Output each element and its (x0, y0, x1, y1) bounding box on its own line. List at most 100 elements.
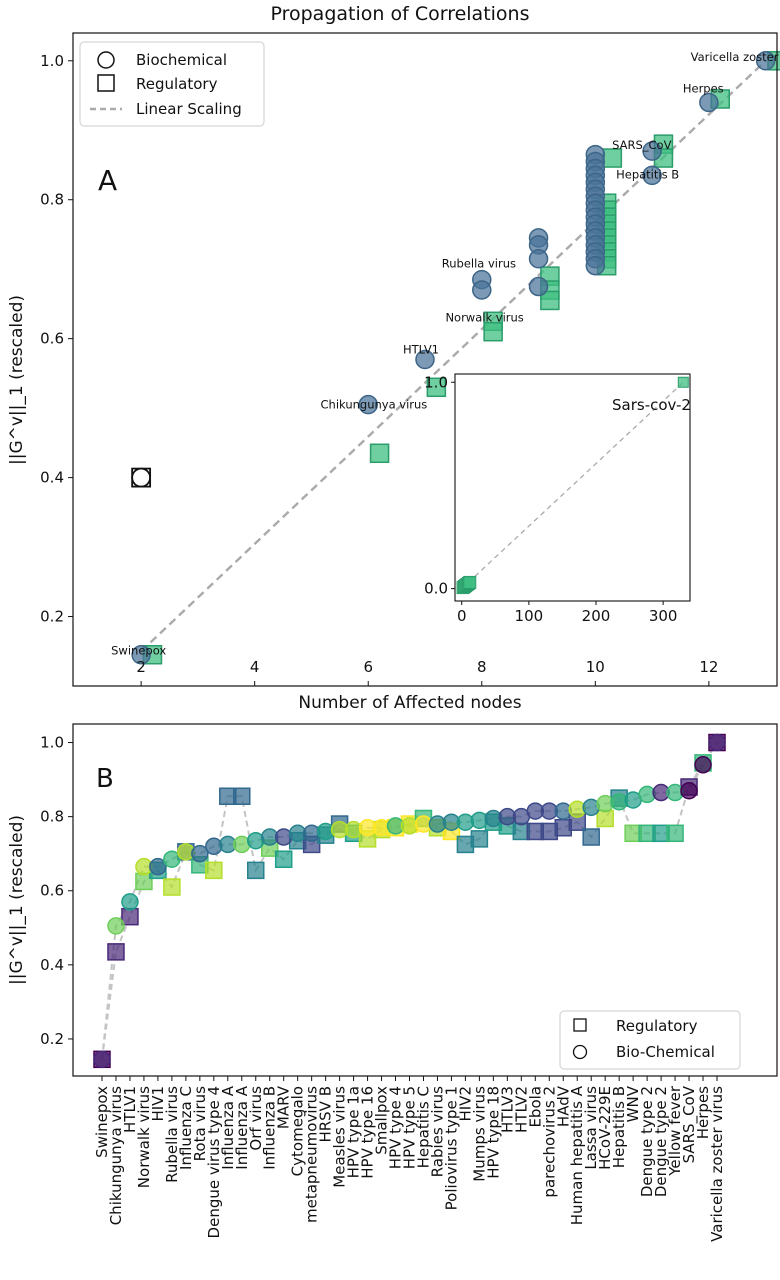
regulatory-point (274, 850, 293, 868)
category-label: HIV2 (456, 1086, 474, 1122)
category-label: HPV type 5 (401, 1086, 419, 1169)
inset-y-tick-label: 1.0 (424, 373, 448, 391)
category-label: Herpes (694, 1086, 712, 1139)
chart-title: Propagation of Correlations (270, 3, 529, 25)
legend-regulatory: Regulatory (616, 1017, 698, 1035)
inset-point (463, 575, 477, 589)
category-label: HTLV3 (498, 1086, 516, 1133)
category-label: Dengue type 2 (652, 1086, 670, 1197)
y-tick-label: 0.8 (40, 808, 64, 826)
category-label: Ebola (526, 1086, 544, 1128)
y-tick-label: 0.4 (40, 956, 64, 974)
y-tick-label: 0.4 (40, 469, 64, 487)
regulatory-point (107, 943, 125, 961)
panel-b-label: B (96, 764, 114, 794)
category-label: HCoV-229E (596, 1086, 614, 1170)
y-tick-label: 0.6 (40, 882, 64, 900)
category-label: Rota virus (191, 1086, 209, 1161)
panel-b-frame (72, 723, 778, 1077)
biochemical-point (93, 1050, 111, 1069)
legend-square-icon (573, 1018, 587, 1032)
point-annotation: Rubella virus (442, 257, 516, 271)
biochemical-point (415, 349, 435, 370)
y-tick-label: 0.6 (40, 330, 64, 348)
legend-box (79, 41, 265, 127)
category-label: HPV type 4 (387, 1086, 405, 1169)
point-annotation: Norwalk virus (445, 310, 523, 324)
inset-scaling-line (461, 381, 684, 590)
biochemical-point (680, 781, 698, 800)
category-label: Mumps virus (470, 1086, 488, 1182)
regulatory-point (666, 824, 684, 843)
y-tick-label: 1.0 (40, 52, 64, 70)
point-annotation: SARS_CoV (612, 138, 671, 152)
category-label: HAdV (554, 1085, 572, 1127)
category-label: Poliovirus type 1 (442, 1086, 460, 1210)
biochemical-point (472, 280, 492, 300)
inset-point (677, 376, 689, 388)
biochemical-point (107, 917, 125, 935)
legend-biochemical: Biochemical (136, 51, 227, 69)
category-label: HPV type 1a (345, 1086, 363, 1178)
regulatory-point (540, 290, 560, 311)
regulatory-point (205, 861, 223, 880)
panel-a-frame (72, 32, 778, 687)
biochemical-point (528, 276, 549, 297)
regulatory-point (582, 828, 600, 846)
inset-label: Sars-cov-2 (612, 396, 691, 414)
x-tick-label: 2 (136, 658, 146, 676)
category-label: metapneumovirus (303, 1086, 321, 1223)
category-label: Influenza A (219, 1085, 237, 1169)
regulatory-point (163, 878, 181, 896)
panel-a-label: A (98, 164, 117, 197)
biochemical-point (699, 92, 719, 113)
category-label: HPV type 16 (359, 1086, 377, 1179)
point-annotation: Varicella zoster virus (691, 50, 780, 64)
biochemical-point (191, 844, 209, 863)
x-tick-label: 6 (363, 658, 373, 676)
inset-chart: 0 100 200 300 0.0 1.0 Sars-cov-2 (424, 373, 691, 625)
legend-box (559, 1010, 741, 1070)
biochemical-point (694, 756, 712, 774)
category-label: Lassa virus (582, 1086, 600, 1170)
panel-a-legend: Biochemical Regulatory Linear Scaling (79, 41, 265, 127)
point-annotation: HTLV1 (403, 343, 439, 357)
category-label: Cytomegalo (289, 1086, 307, 1176)
category-label: Influenza C (177, 1086, 195, 1170)
category-label: Chikungunya virus (107, 1086, 125, 1225)
category-label: MARV (275, 1085, 293, 1129)
category-label: Orf virus (247, 1086, 265, 1151)
biochemical-point (528, 249, 549, 269)
regulatory-point (233, 787, 251, 806)
legend-circle-icon (572, 1044, 588, 1060)
inset-x-tick-label: 300 (649, 607, 678, 625)
category-label: Dengue type 2 (638, 1086, 656, 1197)
x-tick-label: 8 (477, 658, 487, 676)
category-label: Hepatitis C (414, 1086, 432, 1168)
biochemical-point (708, 733, 726, 752)
outlier-square (131, 467, 152, 488)
regulatory-point (121, 907, 139, 926)
point-annotation: Chikungunya virus (321, 398, 428, 412)
category-label: Dengue virus type 4 (205, 1086, 223, 1238)
category-label: HTLV1 (121, 1086, 139, 1133)
point-annotation: Herpes (683, 81, 724, 95)
panel-a-xlabel: Number of Affected nodes (298, 693, 521, 713)
category-label: Measles virus (331, 1086, 349, 1188)
biochemical-point (121, 893, 139, 911)
category-label: parechovirus 2 (540, 1086, 558, 1198)
regulatory-point (470, 830, 489, 848)
point-annotation: Hepatitis B (616, 167, 679, 181)
category-label: Varicella zoster virus (708, 1086, 726, 1242)
x-tick-label: 4 (250, 658, 260, 676)
biochemical-point (149, 857, 167, 876)
category-label: Norwalk virus (135, 1086, 153, 1188)
inset-y-tick-label: 0.0 (424, 580, 448, 598)
y-tick-label: 0.2 (40, 608, 64, 626)
category-label: SARS_CoV (680, 1085, 699, 1163)
category-label: Smallpox (373, 1086, 391, 1155)
regulatory-point (369, 443, 390, 464)
panel-a: Propagation of Correlations Swinepox Chik… (7, 3, 780, 713)
